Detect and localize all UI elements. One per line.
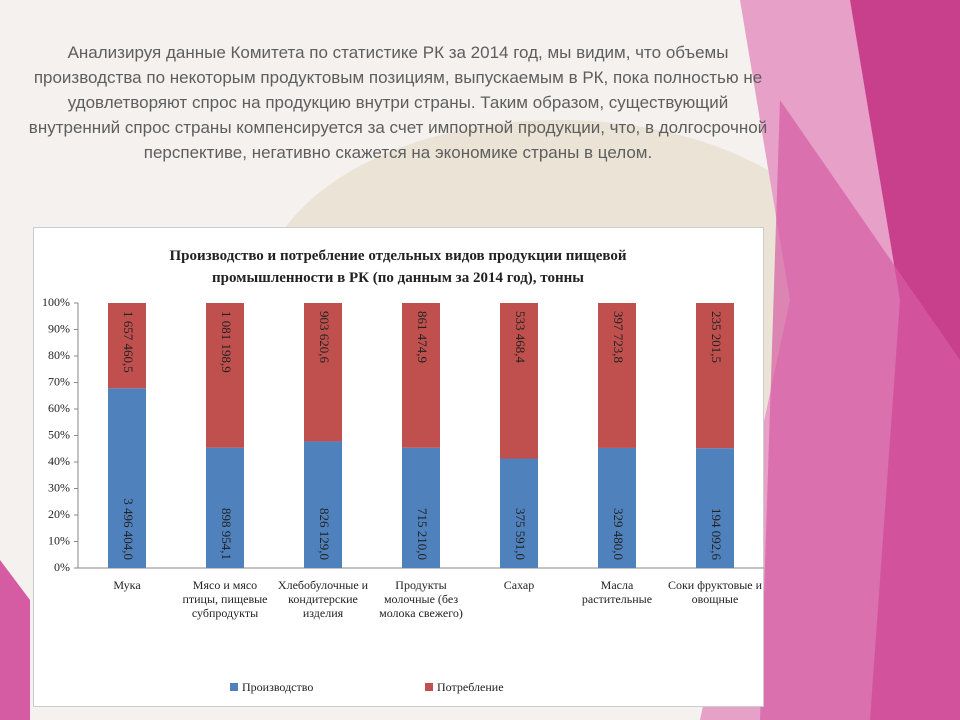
value-label: 235 201,5 [709, 311, 724, 363]
value-label: 898 954,1 [219, 508, 234, 560]
value-label: 861 474,9 [415, 311, 430, 363]
bar-segment [108, 303, 146, 389]
legend-label: Потребление [437, 680, 504, 694]
y-tick-label: 20% [48, 507, 70, 521]
bar-segment [696, 303, 734, 449]
x-tick-label: Хлебобулочные и кондитерские изделия [277, 578, 369, 620]
y-tick-label: 0% [54, 560, 70, 574]
value-label: 1 657 460,5 [121, 311, 136, 373]
y-tick-label: 30% [48, 480, 70, 494]
legend-swatch [230, 683, 238, 691]
bar-segment [206, 303, 244, 448]
bar-segment [108, 388, 146, 568]
legend-label: Производство [242, 680, 313, 694]
bar-segment [500, 458, 538, 568]
chart-frame [33, 227, 764, 707]
value-label: 826 129,0 [317, 508, 332, 560]
x-tick-label: Мясо и мясо птицы, пищевые субпродукты [182, 578, 268, 620]
bar-segment [206, 447, 244, 568]
x-tick-label: Сахар [503, 578, 535, 592]
paragraph: Анализируя данные Комитета по статистике… [28, 43, 768, 162]
y-tick-label: 100% [42, 295, 70, 309]
bar-segment [696, 448, 734, 568]
y-tick-label: 80% [48, 348, 70, 362]
x-tick-label: Соки фруктовые и овощные [667, 578, 763, 606]
value-label: 194 092,6 [709, 508, 724, 561]
pink-shape [0, 560, 30, 720]
value-label: 397 723,8 [611, 311, 626, 363]
chart-title: Производство и потребление отдельных вид… [169, 248, 627, 286]
x-tick-label: Продукты молочные (без молока свежего) [379, 578, 463, 620]
value-label: 3 496 404,0 [121, 498, 136, 560]
y-tick-label: 60% [48, 401, 70, 415]
bar-segment [402, 447, 440, 568]
value-label: 903 620,6 [317, 311, 332, 364]
y-tick-label: 10% [48, 533, 70, 547]
y-tick-label: 40% [48, 454, 70, 468]
x-tick-label: Масла растительные [581, 578, 653, 606]
value-label: 715 210,0 [415, 508, 430, 560]
bar-segment [598, 303, 636, 448]
value-label: 375 591,0 [513, 508, 528, 560]
bar-segment [304, 303, 342, 442]
bar-segment [598, 447, 636, 568]
x-tick-label: Мука [113, 578, 141, 592]
value-label: 329 480,0 [611, 508, 626, 560]
y-tick-label: 70% [48, 374, 70, 388]
bar-segment [304, 441, 342, 568]
y-tick-label: 50% [48, 427, 70, 441]
pink-shape [760, 100, 960, 720]
bar-segment [402, 303, 440, 448]
value-label: 533 468,4 [513, 311, 528, 364]
value-label: 1 081 198,9 [219, 311, 234, 373]
bar-segment [500, 303, 538, 459]
legend-swatch [425, 683, 433, 691]
y-tick-label: 90% [48, 321, 70, 335]
